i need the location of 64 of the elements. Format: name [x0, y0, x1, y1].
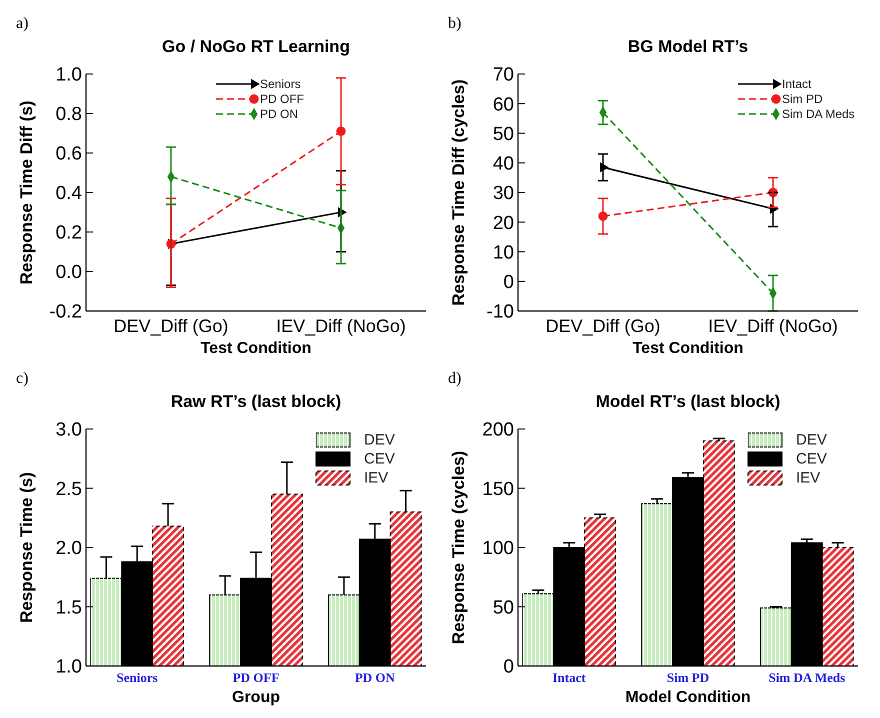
x-axis-title: Test Condition	[200, 340, 312, 357]
legend-label: Sim PD	[782, 92, 824, 106]
y-tick-label: 0	[503, 272, 514, 294]
y-tick-label: 60	[492, 94, 514, 116]
x-axis-title: Model Condition	[625, 689, 751, 706]
y-tick-label: 0.0	[56, 262, 82, 284]
y-tick-label: 150	[482, 478, 514, 500]
y-tick-label: 0	[503, 656, 514, 678]
x-tick-label: IEV_Diff (NoGo)	[708, 316, 838, 336]
legend-label: PD ON	[260, 107, 298, 122]
y-tick-label: 0.8	[56, 104, 82, 126]
y-tick-label: 0.6	[56, 144, 82, 165]
y-tick-label: 2.0	[56, 538, 82, 560]
legend-label: PD OFF	[260, 92, 304, 106]
y-tick-label: 200	[482, 420, 514, 441]
y-tick-label: 1.0	[56, 64, 82, 86]
y-tick-label: 50	[492, 597, 514, 618]
x-tick-label: PD OFF	[232, 670, 280, 685]
y-tick-label: 3.0	[56, 420, 82, 441]
chart-title: Model RT’s (last block)	[596, 392, 780, 411]
text: a)	[16, 15, 28, 32]
text: c)	[16, 370, 28, 387]
y-tick-label: 0.2	[56, 222, 82, 244]
y-axis-title: Response Time Diff (cycles)	[449, 79, 468, 306]
x-tick-label: DEV_Diff (Go)	[114, 316, 228, 336]
x-axis-title: Test Condition	[632, 340, 744, 357]
y-tick-label: 1.5	[56, 597, 82, 618]
y-tick-label: 30	[492, 183, 514, 204]
legend-label: IEV	[364, 469, 388, 486]
x-tick-label: DEV_Diff (Go)	[546, 316, 660, 336]
x-axis-title: Group	[232, 689, 280, 706]
legend-label: Intact	[782, 77, 812, 92]
legend-label: CEV	[364, 450, 395, 468]
text: d)	[448, 370, 462, 387]
legend-label: DEV	[796, 431, 827, 448]
x-tick-label: Seniors	[116, 670, 158, 685]
y-tick-label: 1.0	[56, 656, 82, 678]
y-tick-label: 100	[482, 538, 514, 560]
y-tick-label: 2.5	[56, 478, 82, 500]
y-axis-title: Response Time (s)	[17, 472, 36, 623]
x-tick-label: IEV_Diff (NoGo)	[276, 316, 406, 336]
legend-label: IEV	[796, 469, 820, 486]
chart-title: Raw RT’s (last block)	[170, 392, 342, 411]
x-tick-label: Intact	[552, 670, 586, 685]
y-tick-label: 0.4	[56, 183, 82, 204]
y-axis-title: Response Time (cycles)	[449, 450, 468, 644]
chart-title: Go / NoGo RT Learning	[162, 37, 350, 56]
y-tick-label: 50	[492, 124, 514, 145]
y-tick-label: 70	[492, 64, 514, 86]
text: b)	[448, 15, 462, 32]
legend-label: Sim DA Meds	[782, 107, 855, 122]
legend-label: CEV	[796, 450, 827, 468]
y-axis-title: Response Time Diff (s)	[17, 100, 36, 284]
y-tick-label: -0.2	[49, 302, 82, 323]
y-tick-label: -10	[486, 302, 514, 323]
x-tick-label: PD ON	[354, 670, 396, 685]
y-tick-label: 10	[492, 242, 514, 264]
legend-label: DEV	[364, 431, 395, 448]
x-tick-label: Sim DA Meds	[768, 670, 846, 685]
x-tick-label: Sim PD	[666, 670, 710, 685]
y-tick-label: 40	[492, 154, 514, 175]
y-tick-label: 20	[492, 212, 514, 234]
chart-title: BG Model RT’s	[628, 37, 748, 56]
legend-label: Seniors	[260, 77, 301, 92]
